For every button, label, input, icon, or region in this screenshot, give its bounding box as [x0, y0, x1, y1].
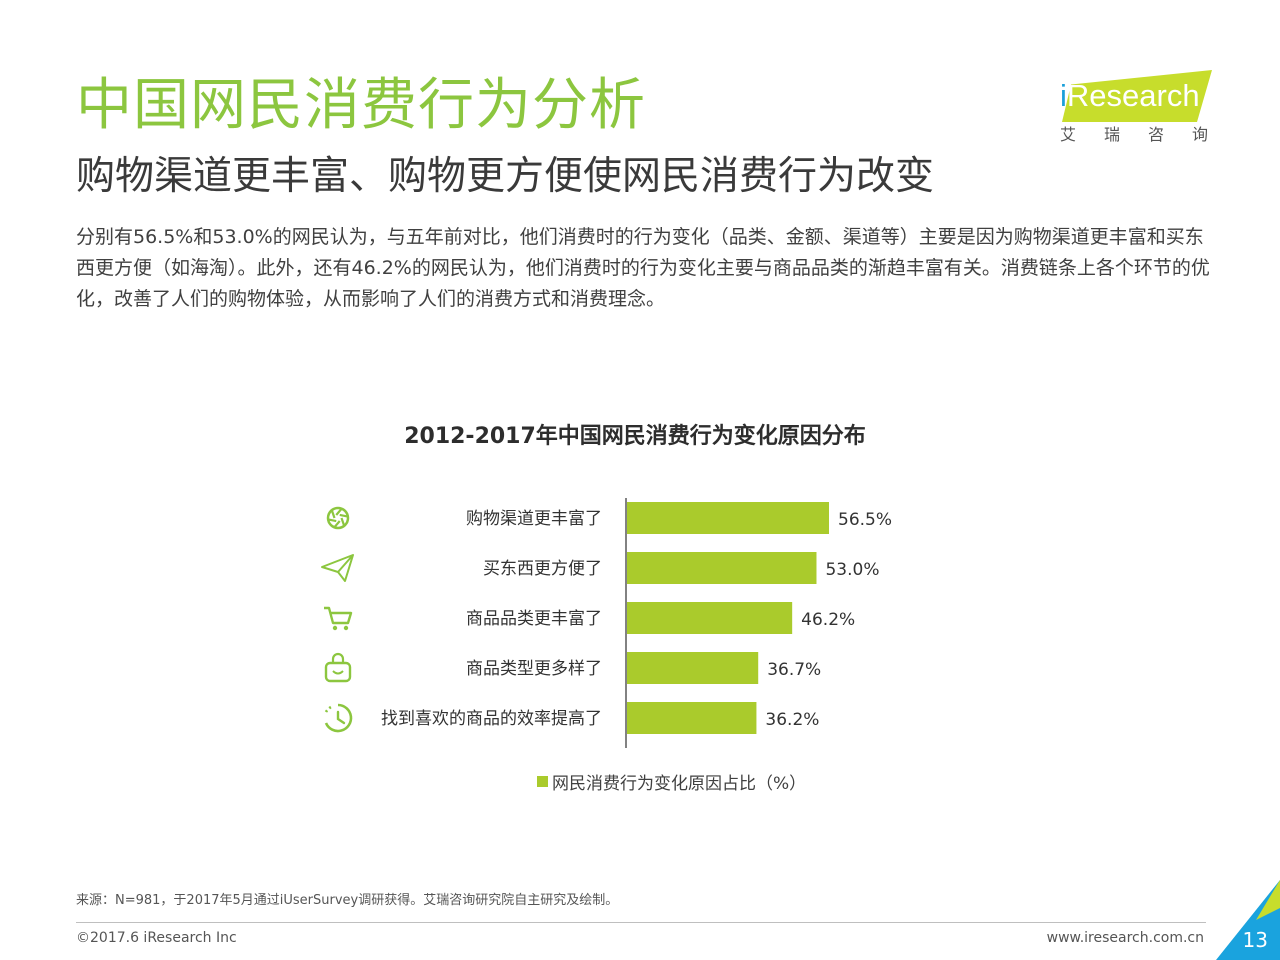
source-note: 来源：N=981，于2017年5月通过iUserSurvey调研获得。艾瑞咨询研… — [76, 893, 619, 908]
category-label: 购物渠道更丰富了 — [466, 509, 602, 529]
logo-wordmark: iResearch — [1060, 76, 1200, 116]
cart-icon — [324, 606, 353, 631]
chart-legend: 网民消费行为变化原因占比（%） — [537, 768, 806, 794]
clock-icon — [324, 703, 353, 733]
bar — [627, 552, 817, 584]
summary-paragraph: 分别有56.5%和53.0%的网民认为，与五年前对比，他们消费时的行为变化（品类… — [76, 226, 1210, 310]
shopping-bag-icon — [324, 652, 352, 683]
page-title: 中国网民消费行为分析 — [76, 73, 646, 138]
bar — [627, 652, 759, 684]
logo-chinese-name: 艾瑞咨询 — [1060, 125, 1237, 144]
copyright: ©2017.6 iResearch Inc — [76, 930, 237, 946]
chart-title: 2012-2017年中国网民消费行为变化原因分布 — [404, 424, 866, 449]
value-label: 36.7% — [767, 660, 821, 680]
category-label: 买东西更方便了 — [483, 559, 602, 579]
bar-chart: 购物渠道更丰富了 56.5% 买东西更方便了 53.0% 商品品类更丰富了 46.2% 商品… — [321, 498, 892, 748]
category-label: 商品类型更多样了 — [466, 659, 602, 679]
footer-divider — [76, 922, 1206, 923]
bar — [627, 702, 757, 734]
category-label: 商品品类更丰富了 — [466, 609, 602, 629]
value-label: 53.0% — [825, 560, 879, 580]
corner-blue-triangle — [1216, 880, 1280, 960]
value-label: 36.2% — [765, 710, 819, 730]
page-subtitle: 购物渠道更丰富、购物更方便使网民消费行为改变 — [76, 154, 935, 199]
bar — [627, 502, 829, 534]
legend-label: 网民消费行为变化原因占比（%） — [552, 773, 807, 794]
category-label: 找到喜欢的商品的效率提高了 — [381, 709, 602, 729]
website-link[interactable]: www.iresearch.com.cn — [1046, 930, 1204, 946]
corner-lime-triangle — [1256, 880, 1280, 920]
iresearch-logo: iResearch 艾瑞咨询 — [1058, 66, 1218, 156]
value-label: 46.2% — [801, 610, 855, 630]
bar — [627, 602, 793, 634]
logo-wordmark-main: Research — [1066, 78, 1200, 113]
logo-wordmark-prefix: i — [1060, 78, 1067, 113]
paper-plane-icon — [321, 554, 354, 582]
value-label: 56.5% — [838, 510, 892, 530]
aperture-icon — [326, 506, 350, 530]
corner-decoration — [1216, 880, 1280, 960]
legend-swatch — [537, 775, 548, 787]
page-number: 13 — [1242, 928, 1268, 952]
